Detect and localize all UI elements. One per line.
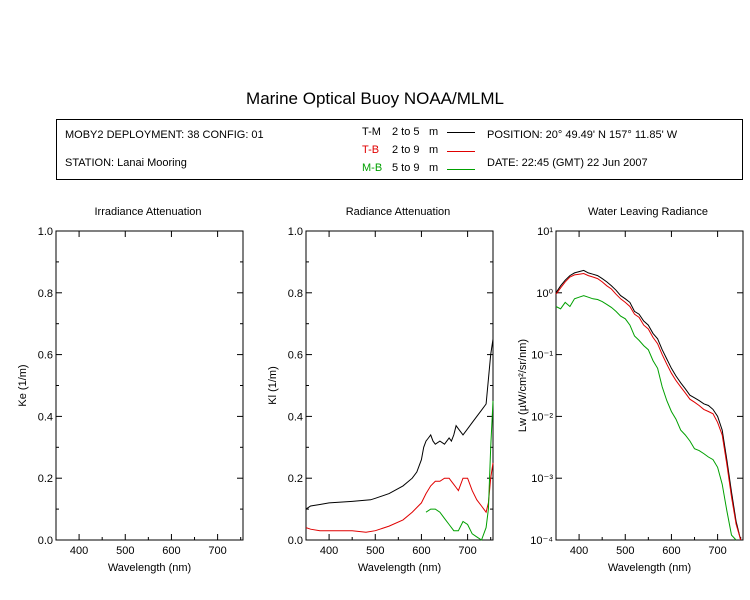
legend-code-tm: T-M [362,126,381,138]
y-tick-label: 0.6 [288,350,303,362]
x-axis-label: Wavelength (nm) [358,562,441,574]
y-tick-label: 10⁻³ [531,473,553,485]
y-tick-label: 10⁻¹ [531,350,553,362]
y-axis-label: Ke (1/m) [17,364,29,406]
legend-line-tb [447,151,475,152]
plot-frame [555,230,744,541]
series-line-t-m [305,339,494,510]
x-tick-label: 700 [708,545,726,557]
y-tick-label: 10¹ [537,226,553,238]
station-text: STATION: Lanai Mooring [65,157,187,169]
legend-code-tb: T-B [362,144,380,156]
y-tick-label: 0.2 [288,473,303,485]
y-tick-label: 0.0 [38,535,53,547]
y-tick-label: 10⁻² [531,411,553,423]
y-axis-label: Lw (µW/cm²/sr/nm) [517,339,529,432]
series-line-m-b [425,400,494,541]
plot-frame [305,230,494,541]
y-axis-label: Kl (1/m) [267,366,279,405]
x-tick-label: 400 [570,545,588,557]
info-box: MOBY2 DEPLOYMENT: 38 CONFIG: 01 STATION:… [56,119,743,180]
plot-frame [55,230,244,541]
y-tick-label: 10⁻⁴ [530,535,553,547]
panel-title-water-leaving: Water Leaving Radiance [587,206,709,218]
panel-2 [305,230,494,541]
y-tick-label: 0.4 [38,411,53,423]
x-tick-label: 400 [320,545,338,557]
y-tick-label: 1.0 [38,226,53,238]
legend-unit-tb: m [429,144,439,156]
chart-title: Marine Optical Buoy NOAA/MLML [246,89,504,108]
series-line-t-b [555,272,742,541]
x-tick-label: 400 [70,545,88,557]
x-tick-label: 500 [616,545,634,557]
legend-code-mb: M-B [362,162,383,174]
series-line-m-b [555,295,737,541]
x-tick-label: 500 [366,545,384,557]
date-text: DATE: 22:45 (GMT) 22 Jun 2007 [487,157,648,169]
deployment-text: MOBY2 DEPLOYMENT: 38 CONFIG: 01 [65,129,264,141]
y-tick-label: 0.0 [288,535,303,547]
panel-1 [55,230,244,541]
y-tick-label: 0.8 [288,288,303,300]
legend-unit-tm: m [429,126,439,138]
legend-range-tb: 2 to 9 [392,144,420,156]
x-tick-label: 600 [162,545,180,557]
legend-range-tm: 2 to 5 [392,126,420,138]
y-tick-label: 1.0 [288,226,303,238]
y-tick-label: 0.4 [288,411,303,423]
y-tick-label: 0.8 [38,288,53,300]
x-tick-label: 600 [662,545,680,557]
series-line-t-m [555,269,742,541]
x-axis-label: Wavelength (nm) [108,562,191,574]
panel-3 [555,230,744,541]
y-tick-label: 0.2 [38,473,53,485]
y-tick-label: 10⁰ [536,288,553,300]
position-text: POSITION: 20° 49.49' N 157° 11.85' W [487,129,678,141]
y-tick-label: 0.6 [38,350,53,362]
legend-unit-mb: m [429,162,439,174]
panel-title-irradiance: Irradiance Attenuation [94,206,202,218]
legend-line-tm [447,132,475,133]
legend-range-mb: 5 to 9 [392,162,420,174]
series-line-t-b [305,462,494,533]
x-tick-label: 700 [458,545,476,557]
legend-line-mb [447,169,475,170]
x-tick-label: 600 [412,545,430,557]
x-axis-label: Wavelength (nm) [608,562,691,574]
x-tick-label: 500 [116,545,134,557]
x-tick-label: 700 [208,545,226,557]
panel-title-radiance: Radiance Attenuation [345,206,451,218]
